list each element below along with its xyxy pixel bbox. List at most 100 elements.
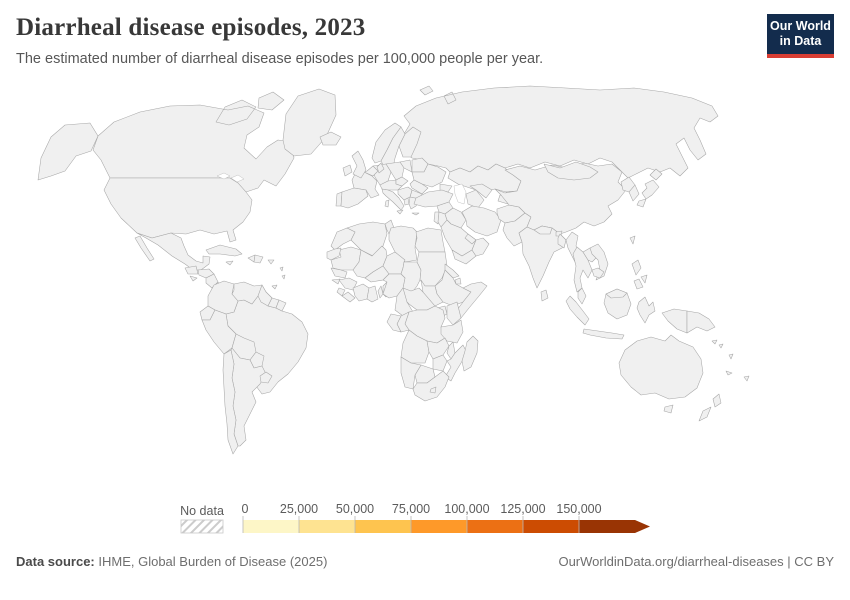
country-chile[interactable]: Chile <box>222 349 239 455</box>
country-liberia[interactable]: Liberia <box>341 291 356 303</box>
country-indonesia-java[interactable]: Indonesia <box>582 328 625 340</box>
country-malaysia-borneo[interactable]: Malaysia <box>605 288 628 299</box>
country-malaysia-peninsula[interactable]: Malaysia <box>577 287 587 305</box>
country-angola[interactable]: Angola <box>400 329 430 364</box>
country-greenland[interactable]: Greenland <box>282 88 337 157</box>
country-uzbekistan[interactable]: Uzbekistan <box>469 183 493 199</box>
country-oman[interactable]: Oman <box>471 237 490 257</box>
country-turkmenistan[interactable]: Turkmenistan <box>465 189 485 209</box>
country-indonesia-sumatra[interactable]: Indonesia <box>565 295 590 326</box>
country-china[interactable]: China <box>494 162 627 235</box>
country-lesser-antilles[interactable]: Lesser Antilles <box>279 266 286 280</box>
country-solomon-islands[interactable]: Solomon Islands <box>711 339 724 349</box>
legend-bin-1[interactable] <box>299 520 355 533</box>
country-trinidad[interactable]: Trinidad and Tobago <box>271 284 278 290</box>
country-papua-new-guinea[interactable]: Papua New Guinea <box>686 310 716 334</box>
country-somalia[interactable]: Somalia <box>456 281 488 319</box>
country-australia[interactable]: Australia <box>618 334 704 414</box>
country-new-zealand[interactable]: New Zealand <box>698 393 722 422</box>
legend-no-data-swatch[interactable] <box>180 519 224 534</box>
country-sri-lanka[interactable]: Sri Lanka <box>540 289 549 302</box>
country-indonesia-sulawesi[interactable]: Indonesia <box>636 296 656 324</box>
logo-line-2: in Data <box>779 34 822 48</box>
country-jamaica[interactable]: Jamaica <box>225 260 234 266</box>
country-cambodia[interactable]: Cambodia <box>591 267 605 279</box>
country-puerto-rico[interactable]: Puerto Rico <box>267 259 275 265</box>
country-morocco[interactable]: Morocco <box>330 227 356 251</box>
country-fiji[interactable]: Fiji <box>743 375 750 382</box>
country-eritrea[interactable]: Eritrea <box>444 263 460 279</box>
country-finland[interactable]: Finland <box>398 126 422 158</box>
legend-tick-label: 50,000 <box>336 502 374 516</box>
country-guinea-bissau[interactable]: Guinea-Bissau <box>331 278 341 285</box>
country-western-sahara[interactable]: Western Sahara <box>326 247 342 261</box>
legend-tick-label: 0 <box>242 502 249 516</box>
legend-bin-0[interactable] <box>243 520 299 533</box>
country-south-korea[interactable]: South Korea <box>628 184 640 202</box>
owid-logo[interactable]: Our World in Data <box>767 14 834 58</box>
world-map: Russia Canada United States United State… <box>37 85 750 455</box>
legend-tick-label: 75,000 <box>392 502 430 516</box>
country-zimbabwe[interactable]: Zimbabwe <box>432 354 448 372</box>
country-mali[interactable]: Mali <box>352 245 388 279</box>
legend-bin-4[interactable] <box>467 520 523 533</box>
country-egypt[interactable]: Egypt <box>414 227 446 253</box>
country-uruguay[interactable]: Uruguay <box>259 371 273 384</box>
country-nigeria[interactable]: Nigeria <box>382 273 406 299</box>
country-french-guiana[interactable]: French Guiana <box>275 299 287 312</box>
country-israel-lebanon[interactable]: Israel & Lebanon <box>433 211 440 225</box>
country-guinea[interactable]: Guinea <box>338 277 358 291</box>
country-djibouti[interactable]: Djibouti <box>454 277 462 285</box>
country-canada[interactable]: Canada <box>92 91 295 193</box>
country-spain[interactable]: Spain <box>340 187 369 209</box>
country-zambia[interactable]: Zambia <box>426 337 450 360</box>
country-madagascar[interactable]: Madagascar <box>461 335 479 372</box>
country-mexico[interactable]: Mexico <box>134 232 211 271</box>
legend-bin-2[interactable] <box>355 520 411 533</box>
country-ghana[interactable]: Ghana <box>366 285 379 303</box>
country-indonesia-papua[interactable]: Indonesia <box>661 308 688 334</box>
country-venezuela[interactable]: Venezuela <box>231 281 267 305</box>
country-ivory-coast[interactable]: Côte d'Ivoire <box>352 283 370 302</box>
caspian-sea <box>453 183 467 205</box>
country-iran[interactable]: Iran <box>461 205 502 237</box>
country-cuba[interactable]: Cuba <box>205 244 243 257</box>
country-usa-alaska[interactable]: United States <box>37 122 99 181</box>
country-el-salvador[interactable]: El Salvador <box>189 275 198 282</box>
country-italy[interactable]: Italy <box>381 188 405 215</box>
credit-line[interactable]: OurWorldinData.org/diarrheal-diseases | … <box>558 554 834 569</box>
country-senegal[interactable]: Senegal <box>330 267 348 279</box>
legend-bin-6[interactable] <box>579 520 635 533</box>
country-taiwan[interactable]: Taiwan <box>629 235 636 245</box>
country-south-africa[interactable]: South Africa <box>412 370 450 402</box>
country-philippines[interactable]: Philippines <box>631 259 648 290</box>
country-united-kingdom[interactable]: United Kingdom <box>351 150 367 179</box>
country-south-sudan[interactable]: South Sudan <box>420 279 444 307</box>
country-nepal[interactable]: Nepal <box>533 225 553 235</box>
country-france[interactable]: France <box>351 171 380 199</box>
country-gabon[interactable]: Gabon <box>386 313 402 333</box>
country-mongolia[interactable]: Mongolia <box>543 161 599 181</box>
legend-bin-3[interactable] <box>411 520 467 533</box>
country-new-caledonia[interactable]: New Caledonia <box>725 370 733 376</box>
country-dominican-republic[interactable]: Dominican Republic <box>253 254 264 264</box>
country-ireland[interactable]: Ireland <box>342 164 353 177</box>
country-guatemala[interactable]: Guatemala <box>184 265 199 275</box>
country-russia[interactable]: Russia <box>399 85 719 179</box>
legend-tick-label: 100,000 <box>444 502 489 516</box>
legend-bin-5[interactable] <box>523 520 579 533</box>
country-vanuatu[interactable]: Vanuatu <box>728 353 734 360</box>
chart-header: Diarrheal disease episodes, 2023 The est… <box>0 0 850 78</box>
country-tanzania[interactable]: Tanzania <box>440 319 464 344</box>
country-japan[interactable]: Japan <box>636 168 663 208</box>
country-namibia[interactable]: Namibia <box>400 356 422 390</box>
country-togo[interactable]: Togo <box>377 285 384 299</box>
country-usa[interactable]: United States <box>103 177 253 243</box>
country-uae[interactable]: United Arab Emirates <box>464 233 477 245</box>
country-iceland[interactable]: Iceland <box>319 131 342 146</box>
country-laos[interactable]: Laos <box>582 247 599 263</box>
country-denmark[interactable]: Denmark <box>376 162 385 174</box>
country-hungary[interactable]: Hungary <box>395 176 409 187</box>
country-lesotho[interactable]: Lesotho <box>429 386 437 394</box>
country-bangladesh[interactable]: Bangladesh <box>557 233 567 249</box>
